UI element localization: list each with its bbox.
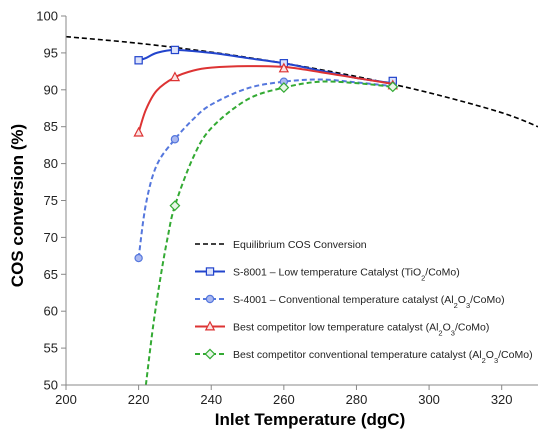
y-tick-label: 100: [36, 9, 58, 24]
data-point: [133, 126, 144, 137]
x-tick-label: 200: [55, 392, 77, 407]
legend-label: Best competitor conventional temperature…: [233, 349, 533, 365]
legend-swatch-marker: [205, 267, 215, 276]
data-point: [134, 253, 143, 263]
x-axis-title: Inlet Temperature (dgC): [215, 410, 405, 429]
x-tick-label: 240: [200, 392, 222, 407]
x-tick-label: 220: [128, 392, 150, 407]
data-point: [278, 82, 290, 94]
data-point: [387, 81, 399, 93]
series-line: [144, 80, 393, 385]
legend-item: Best competitor conventional temperature…: [195, 348, 533, 365]
legend-label: S-8001 – Low temperature Catalyst (TiO2/…: [233, 267, 460, 283]
x-tick-label: 260: [273, 392, 295, 407]
y-tick-label: 90: [44, 82, 58, 97]
data-point: [169, 71, 181, 82]
data-point: [169, 200, 181, 212]
y-tick-label: 75: [44, 193, 58, 208]
series-line: [137, 78, 393, 259]
legend-item: Equilibrium COS Conversion: [195, 239, 367, 251]
x-tick-label: 300: [418, 392, 440, 407]
legend: Equilibrium COS Conversion S-8001 – Low t…: [195, 239, 533, 365]
legend-label: Equilibrium COS Conversion: [233, 239, 367, 251]
y-tick-label: 85: [44, 119, 58, 134]
legend-item: S-8001 – Low temperature Catalyst (TiO2/…: [195, 267, 460, 283]
y-tick-label: 70: [44, 230, 58, 245]
legend-item: S-4001 – Conventional temperature cataly…: [195, 294, 505, 310]
data-point: [170, 135, 180, 144]
y-tick-label: 55: [44, 341, 58, 356]
legend-swatch-marker: [205, 294, 215, 304]
data-point: [278, 62, 290, 73]
series-5: [144, 80, 399, 385]
plot-area: [66, 35, 538, 385]
legend-item: Best competitor low temperature catalyst…: [195, 320, 489, 338]
x-tick-label: 320: [491, 392, 513, 407]
y-tick-label: 50: [44, 378, 58, 393]
y-tick-label: 95: [44, 45, 58, 60]
legend-label: S-4001 – Conventional temperature cataly…: [233, 294, 505, 310]
y-tick-label: 65: [44, 267, 58, 282]
data-point: [170, 45, 180, 55]
y-axis-title: COS conversion (%): [8, 124, 27, 287]
y-tick-label: 80: [44, 156, 58, 171]
legend-swatch-marker: [204, 348, 216, 360]
x-tick-label: 280: [346, 392, 368, 407]
data-point: [134, 56, 143, 65]
series-3: [134, 77, 397, 263]
series-line: [137, 65, 393, 133]
axes: 50 55 60 65 70 75 80 85 90 95 100 200 220 240 260 280 30…: [36, 9, 538, 407]
legend-swatch-marker: [204, 320, 216, 331]
legend-label: Best competitor low temperature catalyst…: [233, 322, 489, 338]
y-tick-label: 60: [44, 304, 58, 319]
